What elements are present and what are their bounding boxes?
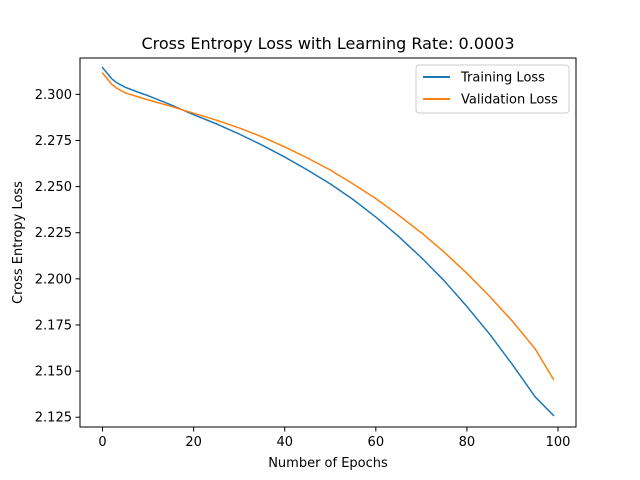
x-tick-label: 40 xyxy=(276,435,293,450)
chart-title: Cross Entropy Loss with Learning Rate: 0… xyxy=(141,34,514,53)
y-tick-label: 2.300 xyxy=(35,88,72,103)
x-tick-label: 0 xyxy=(98,435,106,450)
x-tick-label: 80 xyxy=(459,435,476,450)
legend: Training Loss Validation Loss xyxy=(415,64,570,114)
y-tick-label: 2.250 xyxy=(35,180,72,195)
y-tick-label: 2.125 xyxy=(35,411,72,426)
y-tick-label: 2.225 xyxy=(35,226,72,241)
series-line-2 xyxy=(101,72,555,381)
x-tick-label: 60 xyxy=(368,435,385,450)
legend-label-2: Validation Loss xyxy=(461,93,558,108)
y-tick-label: 2.200 xyxy=(35,272,72,287)
y-axis-label: Cross Entropy Loss xyxy=(11,181,26,304)
legend-label-1: Training Loss xyxy=(460,71,545,86)
y-tick-label: 2.275 xyxy=(35,134,72,149)
plot-frame xyxy=(79,57,577,428)
x-axis-label: Number of Epochs xyxy=(268,456,388,471)
y-tick-label: 2.150 xyxy=(35,365,72,380)
series-line-1 xyxy=(101,66,555,417)
y-axis: 2.125 2.150 2.175 2.200 2.225 2.250 2.275 2.300 xyxy=(35,88,80,426)
legend-box xyxy=(415,64,570,114)
x-tick-label: 100 xyxy=(546,435,571,450)
y-tick-label: 2.175 xyxy=(35,318,72,333)
x-tick-label: 20 xyxy=(185,435,202,450)
series-layer xyxy=(101,66,555,417)
x-axis: 0 20 40 60 80 100 xyxy=(98,427,570,450)
